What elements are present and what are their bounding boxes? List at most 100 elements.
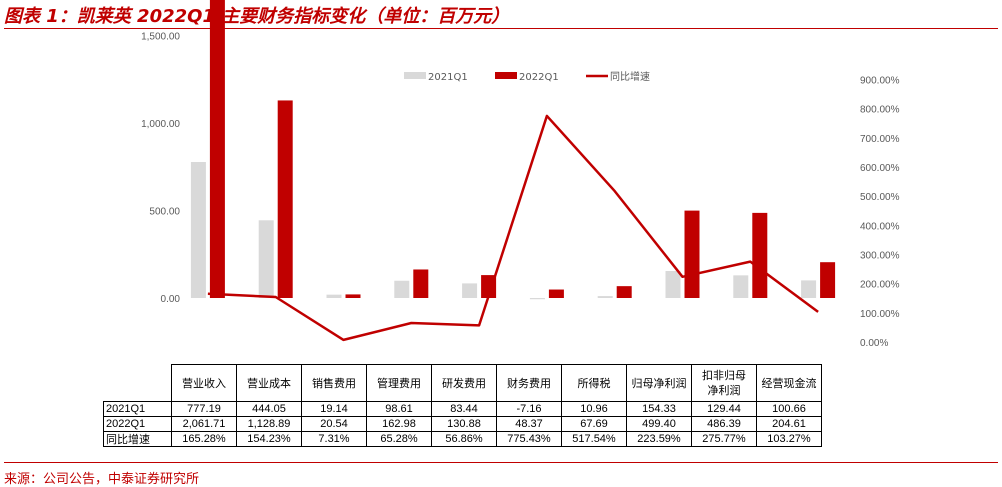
table-cell: 19.14 bbox=[301, 401, 367, 417]
right-tick-label: 300.00% bbox=[860, 251, 900, 262]
right-axis: 0.00% 100.00% 200.00% 300.00% 400.00% 500.00%… bbox=[860, 76, 900, 349]
table-cell: 204.61 bbox=[756, 416, 822, 432]
table-row-label: 2022Q1 bbox=[103, 416, 172, 432]
table-header-cell: 经营现金流 bbox=[756, 364, 822, 402]
legend-swatch bbox=[404, 72, 426, 79]
right-tick-label: 500.00% bbox=[860, 192, 900, 203]
table-cell: 129.44 bbox=[691, 401, 757, 417]
table-header-cell: 营业收入 bbox=[171, 364, 237, 402]
legend-swatch bbox=[495, 72, 517, 79]
table-cell: 98.61 bbox=[366, 401, 432, 417]
legend-label: 2021Q1 bbox=[428, 72, 468, 83]
table-header-row: 营业收入 营业成本 销售费用 管理费用 研发费用 财务费用 所得税 归母净利润 扣非归母 净利润经… bbox=[103, 364, 822, 402]
right-tick-label: 800.00% bbox=[860, 105, 900, 116]
right-tick-label: 700.00% bbox=[860, 134, 900, 145]
bar-2021q1 bbox=[258, 220, 274, 298]
table-corner bbox=[103, 364, 172, 402]
bar-2021q1 bbox=[326, 294, 342, 298]
source-note: 来源：公司公告，中泰证券研究所 bbox=[4, 472, 200, 487]
table-row: 同比增速 165.28% 154.23% 7.31% 65.28% 56.86% 775.4… bbox=[103, 431, 822, 447]
bar-2021q1 bbox=[597, 296, 613, 298]
table-cell: 486.39 bbox=[691, 416, 757, 432]
financial-metrics-chart: -500.000.00500.001,000.001,500.002,000.0… bbox=[141, 0, 900, 349]
table-cell: 275.77% bbox=[691, 431, 757, 447]
right-tick-label: 600.00% bbox=[860, 163, 900, 174]
table-cell: 154.33 bbox=[626, 401, 692, 417]
data-table: 营业收入 营业成本 销售费用 管理费用 研发费用 财务费用 所得税 归母净利润 扣非归母 净利润经… bbox=[103, 364, 822, 447]
chart-legend: 2021Q1 2022Q1 同比增速 bbox=[404, 70, 650, 83]
bar-2022q1 bbox=[684, 210, 700, 298]
bar-2021q1 bbox=[529, 298, 545, 300]
table-row-label: 2021Q1 bbox=[103, 401, 172, 417]
bar-2022q1 bbox=[616, 286, 632, 298]
table-header-text: 净利润 bbox=[707, 384, 741, 397]
left-tick-label: 500.00 bbox=[149, 207, 180, 218]
table-cell: 56.86% bbox=[431, 431, 497, 447]
title-divider bbox=[4, 28, 998, 29]
table-row: 2022Q1 2,061.71 1,128.89 20.54 162.98 130.88 4… bbox=[103, 416, 822, 432]
right-tick-label: 400.00% bbox=[860, 221, 900, 232]
table-cell: -7.16 bbox=[496, 401, 562, 417]
left-axis: -500.000.00500.001,000.001,500.002,000.0… bbox=[141, 32, 181, 306]
table-cell: 444.05 bbox=[236, 401, 302, 417]
table-cell: 83.44 bbox=[431, 401, 497, 417]
right-tick-label: 200.00% bbox=[860, 280, 900, 291]
table-cell: 67.69 bbox=[561, 416, 627, 432]
table-row-label: 同比增速 bbox=[103, 431, 172, 447]
bar-2021q1 bbox=[394, 280, 410, 298]
bar-2021q1 bbox=[665, 270, 681, 298]
table-header-cell: 管理费用 bbox=[366, 364, 432, 402]
bar-2022q1 bbox=[548, 289, 564, 298]
table-header-cell: 财务费用 bbox=[496, 364, 562, 402]
chart-title: 图表 1：凯莱英 2022Q1 主要财务指标变化（单位：百万元） bbox=[4, 6, 510, 27]
table-header-text: 营业收入 bbox=[182, 376, 226, 390]
legend-label: 2022Q1 bbox=[519, 72, 559, 83]
table-header-text: 归母净利润 bbox=[631, 376, 687, 390]
table-header-text: 扣非归母 bbox=[702, 369, 746, 382]
table-cell: 1,128.89 bbox=[236, 416, 302, 432]
bar-2021q1 bbox=[733, 275, 749, 298]
bar-2022q1 bbox=[277, 100, 293, 299]
source-divider bbox=[4, 462, 998, 463]
table-cell: 10.96 bbox=[561, 401, 627, 417]
table-cell: 130.88 bbox=[431, 416, 497, 432]
left-tick-label: 1,500.00 bbox=[141, 32, 180, 43]
table-header-cell: 营业成本 bbox=[236, 364, 302, 402]
table-header-cell: 扣非归母 净利润 bbox=[691, 364, 757, 402]
table-header-text: 经营现金流 bbox=[761, 376, 817, 390]
table-header-text: 财务费用 bbox=[507, 376, 551, 390]
bar-2021q1 bbox=[462, 283, 478, 298]
table-cell: 777.19 bbox=[171, 401, 237, 417]
table-header-text: 销售费用 bbox=[312, 376, 356, 390]
table-header-cell: 销售费用 bbox=[301, 364, 367, 402]
legend-label: 同比增速 bbox=[610, 70, 650, 83]
table-cell: 20.54 bbox=[301, 416, 367, 432]
table-row: 2021Q1 777.19 444.05 19.14 98.61 83.44 -7.16 10… bbox=[103, 401, 822, 417]
bar-2022q1 bbox=[752, 212, 768, 298]
left-tick-label: 1,000.00 bbox=[141, 119, 180, 130]
table-header-text: 管理费用 bbox=[377, 376, 421, 390]
table-header-cell: 归母净利润 bbox=[626, 364, 692, 402]
table-cell: 154.23% bbox=[236, 431, 302, 447]
table-header-cell: 所得税 bbox=[561, 364, 627, 402]
table-cell: 2,061.71 bbox=[171, 416, 237, 432]
bar-series bbox=[190, 0, 836, 300]
left-tick-label: 0.00 bbox=[161, 294, 181, 305]
table-cell: 65.28% bbox=[366, 431, 432, 447]
table-cell: 517.54% bbox=[561, 431, 627, 447]
right-tick-label: 100.00% bbox=[860, 309, 900, 320]
right-tick-label: 900.00% bbox=[860, 76, 900, 87]
right-tick-label: 0.00% bbox=[860, 338, 888, 349]
table-header-text: 营业成本 bbox=[247, 376, 291, 390]
bar-2021q1 bbox=[801, 280, 817, 298]
table-header-cell: 研发费用 bbox=[431, 364, 497, 402]
table-cell: 7.31% bbox=[301, 431, 367, 447]
table-cell: 165.28% bbox=[171, 431, 237, 447]
table-cell: 223.59% bbox=[626, 431, 692, 447]
bar-2021q1 bbox=[190, 161, 206, 298]
bar-2022q1 bbox=[209, 0, 225, 299]
table-cell: 100.66 bbox=[756, 401, 822, 417]
table-header-text: 所得税 bbox=[577, 376, 611, 390]
bar-2022q1 bbox=[820, 262, 836, 298]
table-cell: 48.37 bbox=[496, 416, 562, 432]
